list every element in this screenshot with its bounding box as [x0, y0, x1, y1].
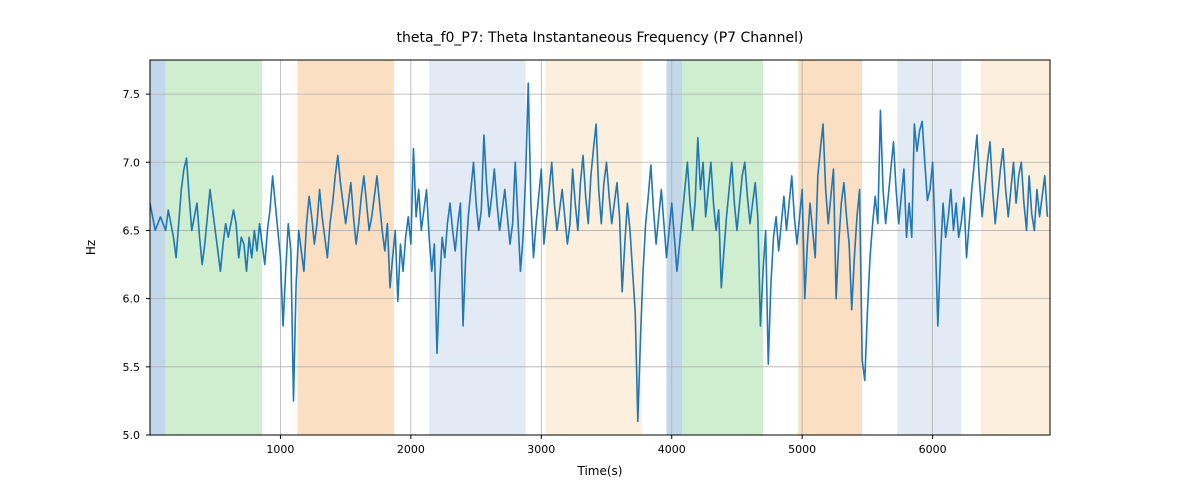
- chart-title: theta_f0_P7: Theta Instantaneous Frequen…: [397, 30, 804, 46]
- band-6: [682, 60, 763, 435]
- y-axis-label: Hz: [84, 240, 98, 255]
- y-tick-label: 7.5: [123, 88, 141, 101]
- line-chart: 1000 2000 3000 4000 5000 6000 5.0 5.5 6.0 6.5 7.0 7…: [0, 0, 1200, 500]
- band-9: [981, 60, 1050, 435]
- x-tick-label: 5000: [788, 443, 816, 456]
- band-0: [150, 60, 166, 435]
- y-tick-label: 7.0: [123, 156, 141, 169]
- y-tick-label: 6.5: [123, 224, 141, 237]
- x-tick-label: 1000: [266, 443, 294, 456]
- y-tick-label: 5.0: [123, 429, 141, 442]
- x-tick-label: 3000: [527, 443, 555, 456]
- x-tick-label: 4000: [658, 443, 686, 456]
- x-axis-label: Time(s): [577, 464, 623, 478]
- y-tick-label: 6.0: [123, 293, 141, 306]
- x-tick-label: 6000: [919, 443, 947, 456]
- x-tick-label: 2000: [397, 443, 425, 456]
- band-8: [897, 60, 961, 435]
- y-tick-label: 5.5: [123, 361, 141, 374]
- band-2: [297, 60, 394, 435]
- band-4: [545, 60, 642, 435]
